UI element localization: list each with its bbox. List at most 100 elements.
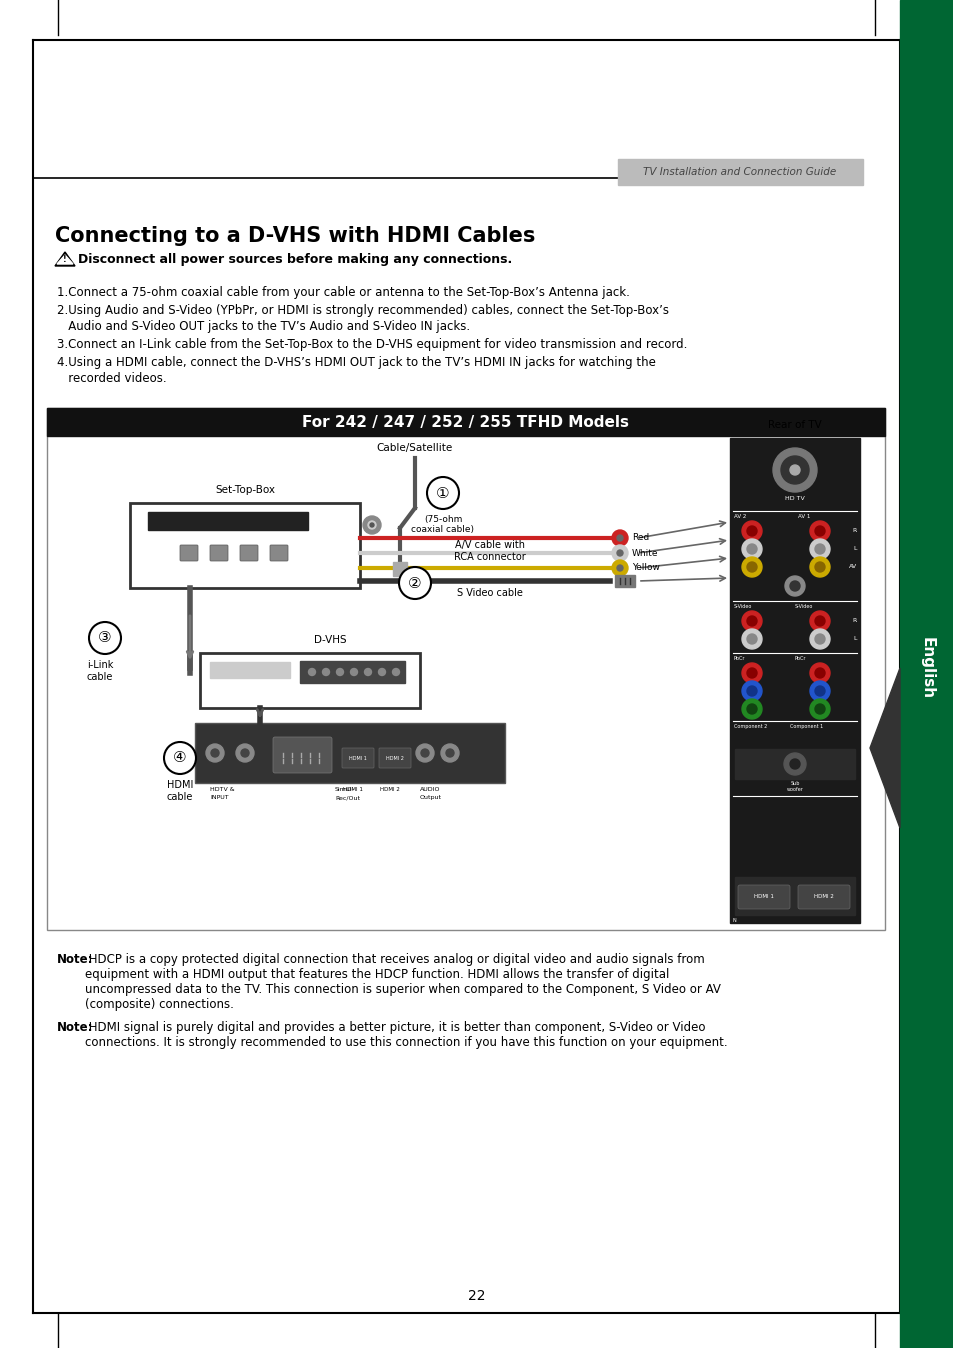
Circle shape [741,681,761,701]
Polygon shape [869,669,899,828]
Text: 1.Connect a 75-ohm coaxial cable from your cable or antenna to the Set-Top-Box’s: 1.Connect a 75-ohm coaxial cable from yo… [57,286,629,299]
Text: Rec/Out: Rec/Out [335,795,359,799]
Circle shape [814,562,824,572]
Text: INPUT: INPUT [210,795,229,799]
Text: L: L [853,636,856,642]
Text: ③: ③ [98,631,112,646]
FancyBboxPatch shape [270,545,288,561]
Bar [47,408,884,435]
Text: Simul-: Simul- [335,787,355,793]
Circle shape [746,669,757,678]
Circle shape [814,704,824,714]
Circle shape [617,550,622,555]
Text: For 242 / 247 / 252 / 255 TFHD Models: For 242 / 247 / 252 / 255 TFHD Models [302,414,629,430]
Circle shape [89,621,121,654]
Text: Audio and S-Video OUT jacks to the TV’s Audio and S-Video IN jacks.: Audio and S-Video OUT jacks to the TV’s … [57,319,470,333]
Circle shape [440,744,458,762]
Circle shape [772,448,816,492]
Bar [194,723,504,783]
FancyBboxPatch shape [378,748,411,768]
Circle shape [446,749,454,758]
Circle shape [368,520,375,528]
Text: Output: Output [419,795,441,799]
Circle shape [781,456,808,484]
Circle shape [420,749,429,758]
Polygon shape [55,252,75,266]
Bar [734,749,854,779]
Text: HDCP is a copy protected digital connection that receives analog or digital vide: HDCP is a copy protected digital connect… [85,953,720,1011]
Circle shape [746,634,757,644]
Text: N: N [732,918,736,923]
Bar [615,576,635,586]
Text: English: English [919,638,934,700]
Text: S-Video: S-Video [794,604,813,609]
Bar [734,878,854,915]
Text: recorded videos.: recorded videos. [57,372,167,386]
Circle shape [809,681,829,701]
Text: HDMI
cable: HDMI cable [167,780,193,802]
Circle shape [783,754,805,775]
Circle shape [612,545,627,561]
Circle shape [206,744,224,762]
Circle shape [427,477,458,510]
Circle shape [809,630,829,648]
Text: !: ! [63,255,67,263]
Circle shape [617,565,622,572]
Circle shape [741,700,761,718]
Circle shape [789,581,800,590]
Text: Set-Top-Box: Set-Top-Box [214,485,274,495]
Circle shape [784,576,804,596]
Bar [210,662,290,678]
Text: ④: ④ [173,751,187,766]
Text: Component 1: Component 1 [789,724,822,729]
Bar [130,503,359,588]
Circle shape [789,759,800,768]
Circle shape [741,611,761,631]
FancyBboxPatch shape [341,748,374,768]
Circle shape [378,669,385,675]
Bar [200,652,419,708]
Circle shape [746,562,757,572]
Circle shape [746,616,757,625]
Text: HDMI 2: HDMI 2 [813,895,833,899]
Circle shape [746,686,757,696]
Text: HDMI 2: HDMI 2 [386,755,403,760]
Text: HDTV &: HDTV & [210,787,234,793]
Circle shape [789,465,800,474]
Circle shape [746,526,757,537]
Circle shape [308,669,315,675]
Circle shape [746,704,757,714]
Text: AV 2: AV 2 [733,514,745,519]
FancyBboxPatch shape [738,886,789,909]
Circle shape [814,669,824,678]
Text: ②: ② [408,576,421,590]
Text: AV: AV [848,565,856,569]
Text: 3.Connect an I-Link cable from the Set-Top-Box to the D-VHS equipment for video : 3.Connect an I-Link cable from the Set-T… [57,338,687,350]
Circle shape [370,523,374,527]
Text: D-VHS: D-VHS [314,635,346,644]
Circle shape [809,539,829,559]
Circle shape [809,700,829,718]
Text: 22: 22 [468,1289,485,1304]
Text: Disconnect all power sources before making any connections.: Disconnect all power sources before maki… [78,252,512,266]
Circle shape [164,741,195,774]
FancyBboxPatch shape [273,737,332,772]
Text: (75-ohm
coaxial cable): (75-ohm coaxial cable) [411,515,474,534]
Circle shape [416,744,434,762]
FancyBboxPatch shape [797,886,849,909]
Circle shape [322,669,329,675]
Circle shape [741,520,761,541]
Bar [729,438,859,923]
Text: Component 2: Component 2 [733,724,766,729]
Text: HDMI signal is purely digital and provides a better picture, it is better than c: HDMI signal is purely digital and provid… [85,1020,727,1049]
Bar [148,512,308,530]
Circle shape [350,669,357,675]
Text: Sub
woofer: Sub woofer [785,780,802,791]
Circle shape [809,520,829,541]
Text: 2.Using Audio and S-Video (YPbPr, or HDMI is strongly recommended) cables, conne: 2.Using Audio and S-Video (YPbPr, or HDM… [57,305,668,317]
Circle shape [398,568,431,599]
Text: Cable/Satellite: Cable/Satellite [376,443,453,453]
Text: 4.Using a HDMI cable, connect the D-VHS’s HDMI OUT jack to the TV’s HDMI IN jack: 4.Using a HDMI cable, connect the D-VHS’… [57,356,656,369]
Text: White: White [631,549,658,558]
Circle shape [617,535,622,541]
